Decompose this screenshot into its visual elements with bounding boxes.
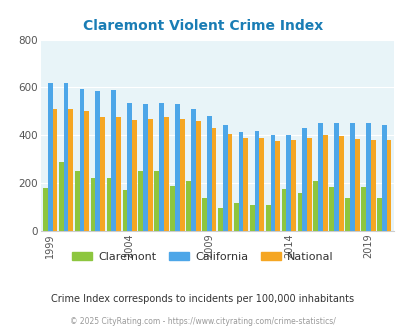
Bar — [90, 178, 95, 231]
Bar — [111, 90, 116, 231]
Bar — [344, 197, 349, 231]
Bar — [381, 124, 386, 231]
Text: Claremont Violent Crime Index: Claremont Violent Crime Index — [83, 19, 322, 33]
Bar — [132, 120, 136, 231]
Bar — [265, 205, 270, 231]
Bar — [116, 117, 121, 231]
Bar — [349, 123, 354, 231]
Bar — [365, 123, 370, 231]
Bar — [386, 140, 390, 231]
Bar — [376, 197, 381, 231]
Bar — [233, 204, 238, 231]
Bar — [138, 171, 143, 231]
Bar — [322, 135, 327, 231]
Bar — [270, 135, 275, 231]
Bar — [249, 205, 254, 231]
Bar — [202, 197, 207, 231]
Bar — [222, 124, 227, 231]
Bar — [100, 117, 105, 231]
Bar — [84, 112, 89, 231]
Bar — [186, 181, 190, 231]
Bar — [59, 162, 64, 231]
Bar — [217, 208, 222, 231]
Bar — [43, 188, 48, 231]
Bar — [333, 123, 338, 231]
Bar — [211, 128, 216, 231]
Bar — [170, 185, 175, 231]
Bar — [190, 109, 195, 231]
Bar — [290, 140, 295, 231]
Bar — [175, 104, 179, 231]
Bar — [68, 109, 73, 231]
Bar — [281, 189, 286, 231]
Bar — [195, 121, 200, 231]
Bar — [286, 135, 290, 231]
Bar — [52, 109, 57, 231]
Bar — [75, 171, 79, 231]
Bar — [207, 116, 211, 231]
Text: Crime Index corresponds to incidents per 100,000 inhabitants: Crime Index corresponds to incidents per… — [51, 294, 354, 304]
Bar — [306, 138, 311, 231]
Bar — [354, 139, 359, 231]
Bar — [254, 131, 259, 231]
Bar — [164, 117, 168, 231]
Bar — [338, 137, 343, 231]
Bar — [127, 103, 132, 231]
Bar — [318, 123, 322, 231]
Bar — [243, 138, 247, 231]
Bar — [79, 89, 84, 231]
Bar — [328, 187, 333, 231]
Bar — [159, 103, 164, 231]
Bar — [238, 132, 243, 231]
Bar — [227, 134, 232, 231]
Bar — [95, 91, 100, 231]
Text: © 2025 CityRating.com - https://www.cityrating.com/crime-statistics/: © 2025 CityRating.com - https://www.city… — [70, 317, 335, 326]
Bar — [370, 140, 375, 231]
Bar — [64, 83, 68, 231]
Bar — [179, 118, 184, 231]
Bar — [360, 187, 365, 231]
Bar — [275, 141, 279, 231]
Bar — [302, 128, 306, 231]
Bar — [154, 171, 159, 231]
Legend: Claremont, California, National: Claremont, California, National — [68, 248, 337, 267]
Bar — [313, 181, 318, 231]
Bar — [48, 83, 52, 231]
Bar — [259, 138, 264, 231]
Bar — [143, 104, 148, 231]
Bar — [122, 190, 127, 231]
Bar — [107, 178, 111, 231]
Bar — [148, 118, 152, 231]
Bar — [297, 193, 302, 231]
